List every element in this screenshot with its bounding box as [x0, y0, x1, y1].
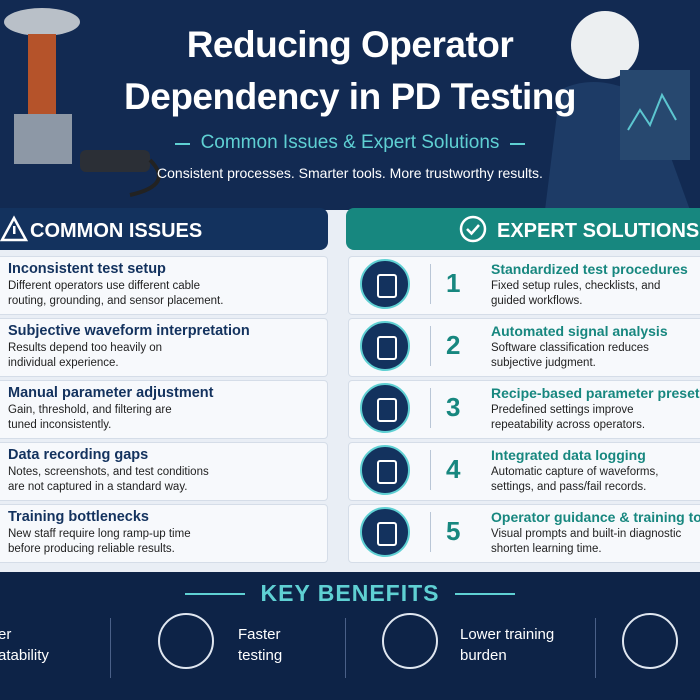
solution-desc: Software classification reduces	[491, 342, 649, 354]
issue-title: Subjective waveform interpretation	[8, 323, 250, 339]
solution-number: 4	[446, 454, 461, 484]
solution-number: 3	[446, 392, 461, 422]
issue-title: Inconsistent test setup	[8, 261, 166, 277]
rule	[455, 593, 515, 595]
issue-desc: Gain, threshold, and filtering are	[8, 404, 172, 416]
solution-icon	[360, 507, 410, 557]
solution-desc: Fixed setup rules, checklists, and	[491, 280, 661, 292]
solution-icon	[360, 383, 410, 433]
check-icon	[459, 215, 487, 243]
solution-number: 2	[446, 330, 461, 360]
solution-title: Automated signal analysis	[491, 323, 668, 339]
issue-card	[0, 256, 328, 315]
solution-icon	[360, 259, 410, 309]
benefit-text: atability	[0, 647, 49, 664]
solution-desc: Predefined settings improve	[491, 404, 634, 416]
benefit-icon	[622, 613, 678, 669]
issue-title: Training bottlenecks	[8, 509, 149, 525]
solution-title: Recipe-based parameter presets	[491, 385, 700, 401]
header-art	[0, 0, 700, 210]
divider	[430, 326, 431, 366]
issue-card	[0, 504, 328, 563]
solution-title: Integrated data logging	[491, 447, 646, 463]
solution-card	[348, 380, 700, 439]
divider	[430, 388, 431, 428]
solution-number: 1	[446, 268, 461, 298]
solution-icon	[360, 445, 410, 495]
icon-glyph	[377, 274, 397, 298]
solution-desc: shorten learning time.	[491, 543, 602, 555]
issue-desc: New staff require long ramp-up time	[8, 528, 191, 540]
issue-card	[0, 442, 328, 501]
divider	[430, 450, 431, 490]
solutions-header	[346, 208, 700, 250]
heading: EXPERT SOLUTIONS	[497, 220, 700, 242]
benefits-heading: KEY BENEFITS	[260, 580, 440, 606]
separator	[595, 618, 596, 678]
issue-title: Data recording gaps	[8, 447, 149, 463]
icon-glyph	[377, 460, 397, 484]
solution-desc: settings, and pass/fail records.	[491, 481, 647, 493]
solution-title: Standardized test procedures	[491, 261, 688, 277]
solution-desc: guided workflows.	[491, 295, 583, 307]
benefit-text: burden	[460, 647, 507, 664]
issue-desc: before producing reliable results.	[8, 543, 175, 555]
solution-desc: Automatic capture of waveforms,	[491, 466, 659, 478]
heading: COMMON ISSUES	[30, 220, 203, 242]
issue-title: Manual parameter adjustment	[8, 385, 214, 401]
divider	[430, 264, 431, 304]
benefit-icon	[382, 613, 438, 669]
issue-desc: are not captured in a standard way.	[8, 481, 188, 493]
issues-header	[0, 208, 328, 250]
icon-glyph	[377, 398, 397, 422]
solution-icon	[360, 321, 410, 371]
benefit-text: er	[0, 626, 12, 643]
solution-desc: repeatability across operators.	[491, 419, 646, 431]
solution-title: Operator guidance & training to	[491, 509, 700, 525]
separator	[110, 618, 111, 678]
rule	[510, 143, 525, 145]
benefit-text: Faster	[238, 626, 281, 643]
subtitle: Common Issues & Expert Solutions	[200, 132, 500, 153]
title-line: Dependency in PD Testing	[124, 76, 576, 117]
tagline: Consistent processes. Smarter tools. Mor…	[157, 165, 543, 181]
divider	[430, 512, 431, 552]
issue-card	[0, 318, 328, 377]
icon-glyph	[377, 336, 397, 360]
benefits-band	[0, 572, 700, 700]
rule	[175, 143, 190, 145]
separator	[345, 618, 346, 678]
icon-glyph	[377, 522, 397, 546]
solution-number: 5	[446, 516, 461, 546]
issue-desc: Notes, screenshots, and test conditions	[8, 466, 209, 478]
benefit-icon	[158, 613, 214, 669]
issue-desc: Results depend too heavily on	[8, 342, 163, 354]
issue-desc: Different operators use different cable	[8, 280, 200, 292]
rule	[185, 593, 245, 595]
issue-card	[0, 380, 328, 439]
warning-icon	[0, 215, 29, 242]
issue-desc: routing, grounding, and sensor placement…	[8, 295, 224, 307]
solution-desc: Visual prompts and built-in diagnostic	[491, 528, 682, 540]
benefit-text: testing	[238, 647, 283, 664]
issue-desc: tuned inconsistently.	[8, 419, 112, 431]
title-line: Reducing Operator	[186, 24, 514, 65]
benefit-text: Lower training	[460, 626, 555, 643]
solution-desc: subjective judgment.	[491, 357, 596, 369]
issue-desc: individual experience.	[8, 357, 119, 369]
